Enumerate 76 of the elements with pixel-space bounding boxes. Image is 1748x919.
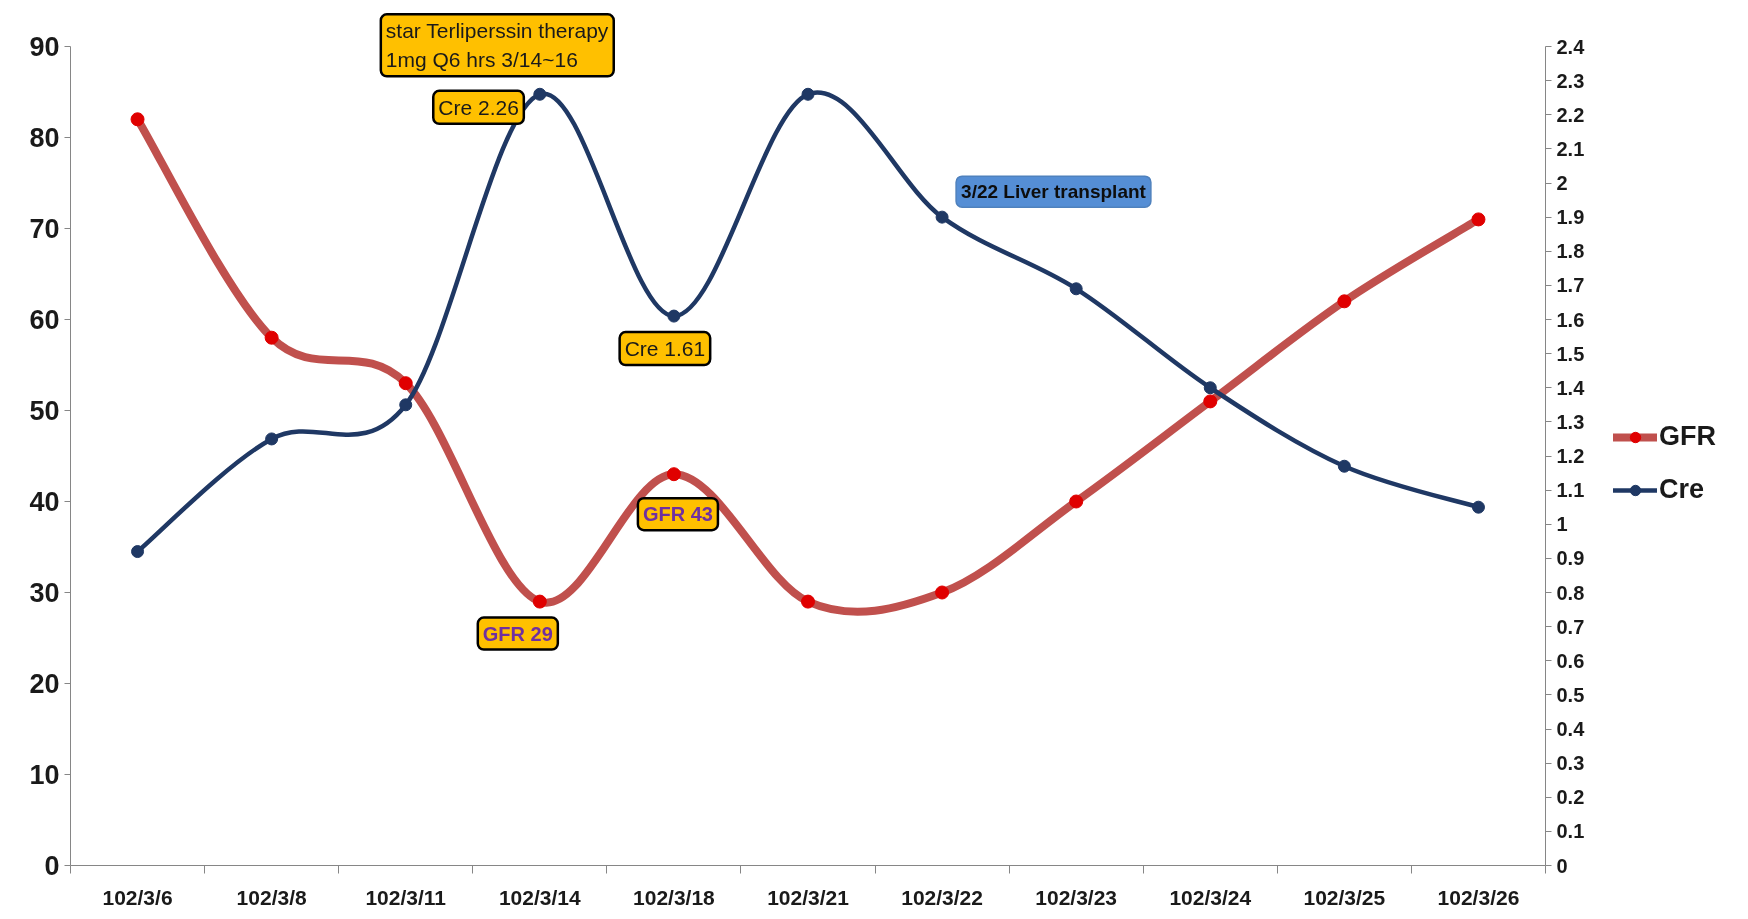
y2-tick-label: 1.9 (1556, 206, 1585, 229)
y-tick-label: 80 (29, 123, 60, 153)
point (1069, 282, 1083, 296)
y2-tick-label: 0.3 (1556, 752, 1585, 775)
annotation: Cre 2.26 (438, 95, 519, 119)
annotation: GFR 29 (482, 622, 553, 645)
annotation: 3/22 Liver transplant (961, 181, 1147, 203)
y2-tick-label: 1.4 (1556, 376, 1586, 399)
point (533, 87, 547, 101)
annotation: GFR 43 (642, 503, 713, 526)
y-tick-label: 0 (44, 851, 60, 881)
point (532, 594, 547, 609)
point (801, 594, 815, 609)
x-tick-label: 102/3/21 (767, 885, 850, 909)
point (801, 87, 815, 101)
x-tick-label: 102/3/25 (1303, 885, 1386, 909)
y2-tick-label: 0.4 (1556, 718, 1586, 740)
y2-tick-label: 1.7 (1556, 274, 1585, 297)
point (1203, 381, 1217, 395)
point (935, 585, 950, 600)
y-tick-label: 10 (29, 760, 60, 790)
point (130, 112, 145, 127)
annotation: star Terliperssin therapy 1mg Q6 hrs 3/14~16 (385, 19, 609, 72)
y2-tick-label: 0.8 (1556, 581, 1585, 604)
y2-tick-label: 2 (1556, 172, 1568, 194)
x-tick-label: 102/3/26 (1437, 885, 1520, 909)
x-tick-label: 102/3/8 (236, 885, 307, 909)
point (666, 467, 681, 482)
x-tick-label: 102/3/6 (102, 885, 173, 909)
y2-tick-label: 0 (1556, 854, 1568, 877)
y2-tick-label: 0.5 (1556, 683, 1585, 706)
y2-tick-label: 1.8 (1556, 240, 1585, 263)
y-tick-label: 60 (29, 305, 60, 335)
x-tick-label: 102/3/18 (633, 885, 716, 909)
point (1337, 294, 1352, 309)
point (1337, 459, 1351, 473)
y2-tick-label: 1.6 (1556, 308, 1585, 331)
y2-tick-label: 1.2 (1556, 445, 1585, 467)
y2-tick-label: 0.9 (1556, 547, 1585, 570)
point (265, 432, 279, 446)
y-tick-label: 50 (29, 396, 60, 426)
y2-tick-label: 0.6 (1556, 649, 1585, 672)
y2-tick-label: 1.3 (1556, 410, 1585, 433)
y2-tick-label: 0.1 (1556, 820, 1585, 843)
point (131, 545, 145, 559)
x-tick-label: 102/3/24 (1169, 885, 1252, 909)
y2-tick-label: 2.1 (1556, 137, 1585, 160)
y-tick-label: 20 (29, 669, 60, 699)
y-tick-label: 40 (29, 487, 60, 517)
y2-tick-label: 0.2 (1556, 786, 1585, 809)
x-tick-label: 102/3/22 (901, 885, 983, 909)
point (264, 330, 279, 345)
y2-tick-label: 1.5 (1556, 342, 1585, 365)
y2-tick-label: 1.1 (1556, 479, 1585, 502)
point (935, 210, 949, 224)
y2-tick-label: 2.3 (1556, 69, 1585, 92)
point (1471, 212, 1486, 227)
y-tick-label: 30 (29, 578, 60, 608)
point (1471, 500, 1485, 514)
point (399, 398, 413, 412)
x-tick-label: 102/3/23 (1035, 885, 1118, 909)
y2-tick-label: 1 (1556, 513, 1568, 536)
x-tick-label: 102/3/14 (498, 885, 582, 909)
legend-label: GFR (1659, 421, 1716, 452)
point (1069, 494, 1084, 509)
point (398, 376, 413, 391)
y2-tick-label: 2.2 (1556, 103, 1585, 126)
point (667, 309, 681, 323)
y-tick-label: 70 (29, 214, 60, 244)
y-tick-label: 90 (29, 32, 60, 62)
x-tick-label: 102/3/11 (365, 885, 447, 909)
y2-tick-label: 2.4 (1556, 35, 1586, 58)
point (1203, 394, 1218, 409)
y2-tick-label: 0.7 (1556, 615, 1585, 638)
legend-label: Cre (1659, 474, 1705, 505)
annotation: Cre 1.61 (624, 337, 706, 361)
